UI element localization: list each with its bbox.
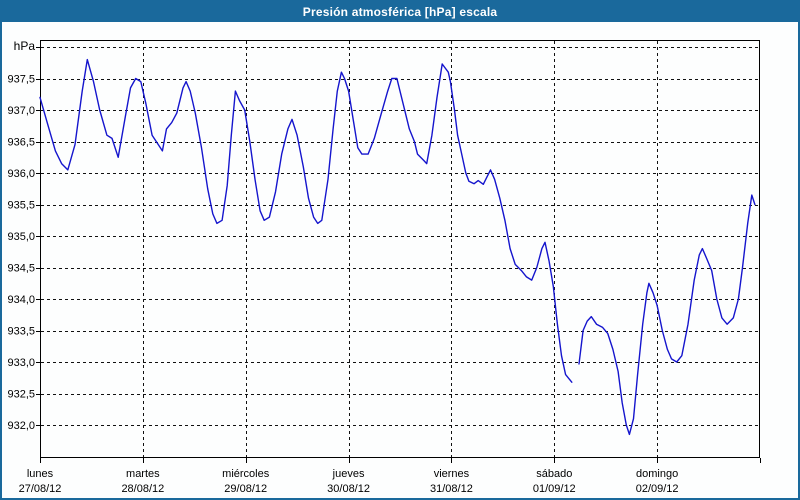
day-name-label: lunes — [27, 468, 54, 480]
y-tick-label: 934,0 — [7, 294, 35, 306]
y-tick-label: 932,5 — [7, 389, 35, 401]
pressure-line — [578, 194, 756, 436]
day-name-label: jueves — [332, 468, 365, 480]
day-name-label: martes — [126, 468, 160, 480]
y-tick-label: 937,0 — [7, 105, 35, 117]
y-tick-label: 935,5 — [7, 200, 35, 212]
day-date-label: 31/08/12 — [430, 483, 473, 495]
day-date-label: 29/08/12 — [224, 483, 267, 495]
y-tick-label: 933,5 — [7, 326, 35, 338]
y-tick-label: 933,0 — [7, 357, 35, 369]
day-name-label: miércoles — [222, 468, 270, 480]
y-axis-unit-label: hPa — [14, 39, 36, 53]
pressure-line — [39, 58, 573, 383]
chart-title-bar: Presión atmosférica [hPa] escala — [2, 2, 798, 22]
day-date-label: 27/08/12 — [19, 483, 62, 495]
day-name-label: viernes — [434, 468, 470, 480]
day-date-label: 30/08/12 — [327, 483, 370, 495]
y-tick-label: 936,0 — [7, 168, 35, 180]
day-date-label: 28/08/12 — [121, 483, 164, 495]
plot-frame — [40, 40, 760, 458]
y-tick-label: 934,5 — [7, 263, 35, 275]
day-date-label: 01/09/12 — [533, 483, 576, 495]
y-tick-label: 935,0 — [7, 231, 35, 243]
day-name-label: domingo — [636, 468, 678, 480]
day-date-label: 02/09/12 — [636, 483, 679, 495]
day-name-label: sábado — [536, 468, 572, 480]
y-tick-label: 937,5 — [7, 74, 35, 86]
y-tick-label: 936,5 — [7, 137, 35, 149]
y-tick-label: 932,0 — [7, 420, 35, 432]
